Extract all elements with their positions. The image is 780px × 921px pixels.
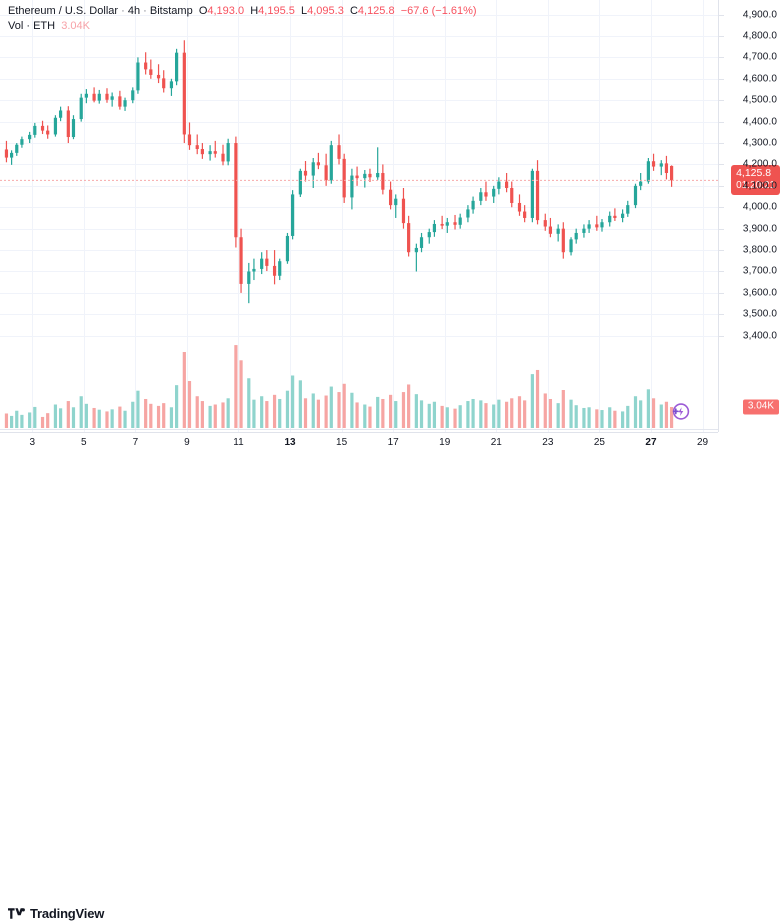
- legend-volume-label: Vol · ETH: [8, 20, 56, 32]
- legend-open-key: O: [198, 5, 208, 17]
- price-axis-label: 4,400.0: [742, 116, 777, 128]
- price-tick: [719, 271, 724, 272]
- legend-exchange[interactable]: Bitstamp: [149, 5, 193, 17]
- tradingview-wordmark: TradingView: [30, 906, 105, 921]
- price-tick: [719, 250, 724, 251]
- time-axis[interactable]: 3 5 7 9 11 13 15 17 19 21 23 25 27 29: [0, 432, 718, 453]
- price-tick: [719, 314, 724, 315]
- price-tick: [719, 293, 724, 294]
- chart-legend: Ethereum / U.S. Dollar · 4h · Bitstamp O…: [8, 5, 477, 33]
- current-volume-badge[interactable]: 3.04K: [742, 399, 779, 415]
- legend-high-value: 4,195.5: [258, 5, 295, 17]
- price-tick: [719, 36, 724, 37]
- chart-gridlines: [0, 0, 718, 432]
- time-axis-label: 27: [645, 437, 657, 448]
- candlestick-series[interactable]: [0, 0, 718, 432]
- legend-low-value: 4,095.3: [307, 5, 344, 17]
- price-tick: [719, 336, 724, 337]
- price-tick: [719, 57, 724, 58]
- price-axis-label: 4,500.0: [742, 94, 777, 106]
- legend-low-key: L: [300, 5, 308, 17]
- price-axis-label: 4,200.0: [742, 158, 777, 170]
- price-axis-label: 4,800.0: [742, 30, 777, 42]
- time-axis-label: 25: [593, 437, 605, 448]
- time-axis-label: 19: [439, 437, 451, 448]
- price-axis-label: 4,600.0: [742, 73, 777, 85]
- price-axis-label: 4,700.0: [742, 51, 777, 63]
- legend-interval[interactable]: 4h: [127, 5, 141, 17]
- time-axis-label: 11: [233, 437, 244, 448]
- tradingview-logo-icon: [8, 908, 25, 919]
- time-axis-label: 21: [490, 437, 502, 448]
- time-axis-label: 3: [29, 437, 35, 448]
- price-axis-label: 4,100.0: [742, 180, 777, 192]
- price-tick: [719, 79, 724, 80]
- lightning-replay-icon[interactable]: [668, 402, 690, 423]
- legend-change: −67.6 (−1.61%): [400, 5, 477, 17]
- price-axis-label: 3,400.0: [742, 330, 777, 342]
- time-axis-label: 17: [387, 437, 399, 448]
- price-axis-label: 3,900.0: [742, 223, 777, 235]
- footer-strip: TradingView: [0, 452, 780, 921]
- legend-high-key: H: [250, 5, 259, 17]
- legend-open-value: 4,193.0: [207, 5, 245, 17]
- time-axis-label: 13: [284, 437, 296, 448]
- price-axis-label: 3,500.0: [742, 308, 777, 320]
- price-axis-label: 3,700.0: [742, 265, 777, 277]
- legend-sep-2: ·: [143, 5, 147, 17]
- bar-countdown: 01:20:21: [736, 179, 775, 191]
- current-price-value: 4,125.8: [736, 167, 772, 180]
- chart-pane[interactable]: Ethereum / U.S. Dollar · 4h · Bitstamp O…: [0, 0, 718, 432]
- legend-volume-value: 3.04K: [61, 20, 90, 32]
- time-axis-label: 5: [81, 437, 87, 448]
- legend-symbol[interactable]: Ethereum / U.S. Dollar: [8, 5, 119, 17]
- legend-volume-row[interactable]: Vol · ETH 3.04K: [8, 20, 477, 33]
- price-tick: [719, 207, 724, 208]
- legend-sep-1: ·: [121, 5, 125, 17]
- current-price-badge[interactable]: 4,125.8 01:20:21: [732, 166, 779, 195]
- price-tick: [719, 164, 724, 165]
- legend-symbol-row[interactable]: Ethereum / U.S. Dollar · 4h · Bitstamp O…: [8, 5, 477, 18]
- tradingview-branding[interactable]: TradingView: [8, 906, 104, 921]
- time-axis-label: 15: [336, 437, 348, 448]
- price-tick: [719, 15, 724, 16]
- time-axis-label: 23: [542, 437, 554, 448]
- time-axis-label: 7: [132, 437, 139, 448]
- price-tick: [719, 186, 724, 187]
- time-axis-label: 29: [696, 437, 709, 448]
- price-axis-label: 4,900.0: [742, 9, 777, 21]
- current-volume-value: 3.04K: [747, 400, 774, 412]
- price-axis-label: 4,300.0: [742, 137, 777, 149]
- price-tick: [719, 143, 724, 144]
- legend-close-value: 4,125.8: [357, 5, 395, 17]
- time-axis-label: 9: [184, 437, 190, 448]
- price-axis[interactable]: 4,125.8 01:20:21 3.04K 4,900.0 4,800.0 4,7…: [718, 0, 780, 432]
- price-tick: [719, 229, 724, 230]
- price-tick: [719, 100, 724, 101]
- price-tick: [719, 122, 724, 123]
- price-axis-label: 4,000.0: [742, 201, 777, 213]
- price-axis-label: 3,600.0: [742, 287, 777, 299]
- price-axis-label: 3,800.0: [742, 244, 777, 256]
- legend-close-key: C: [349, 5, 358, 17]
